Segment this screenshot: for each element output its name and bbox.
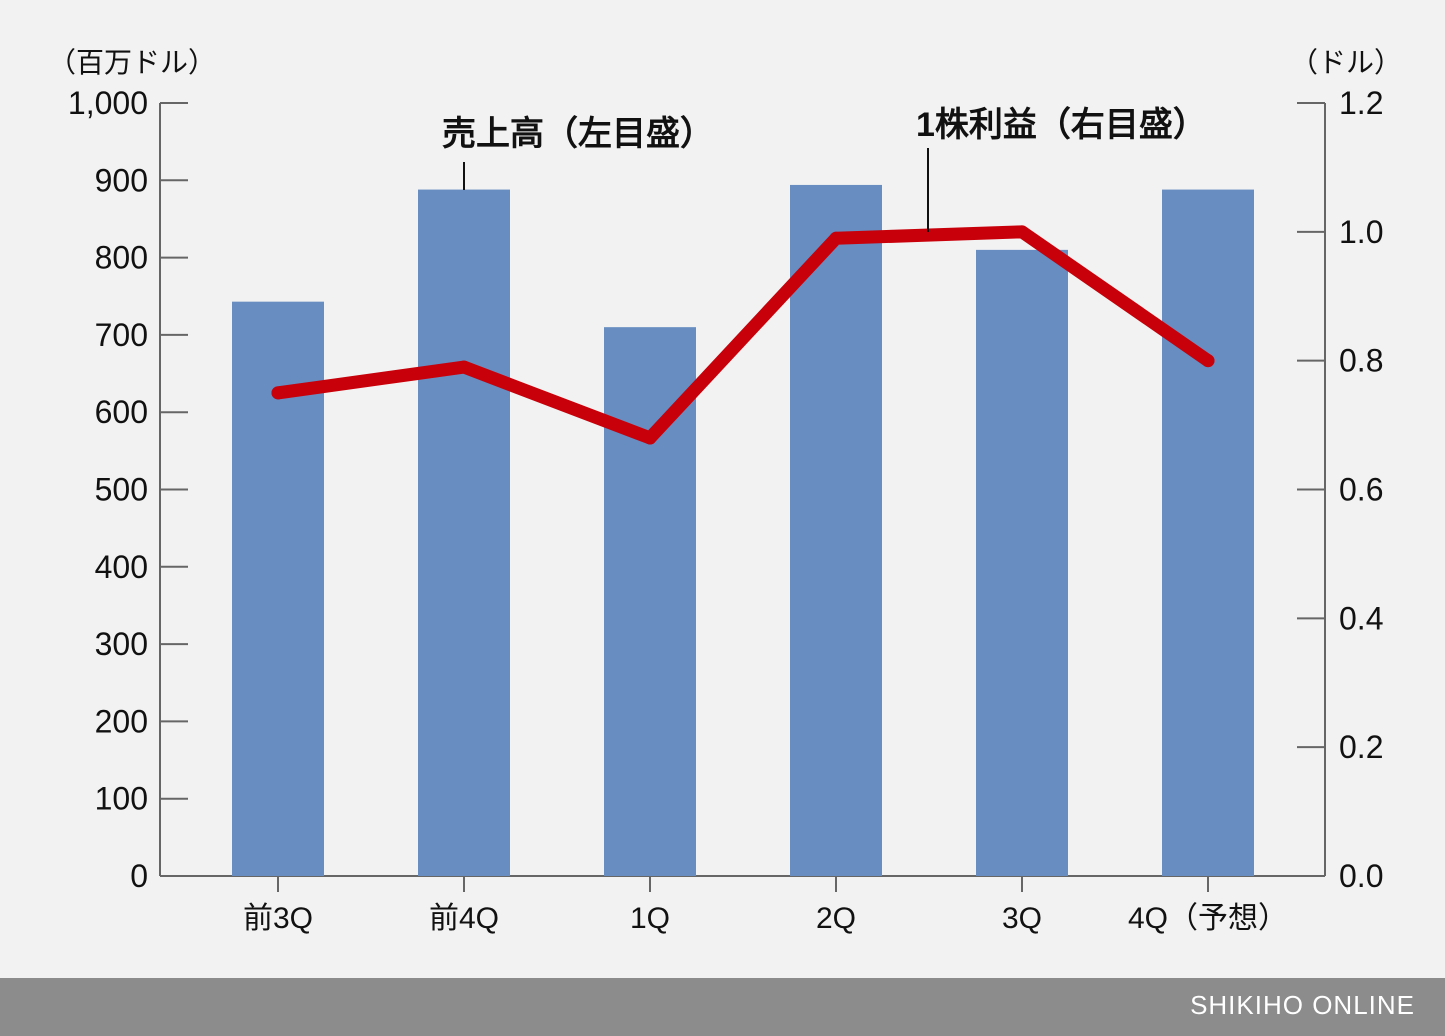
y-right-unit-label: （ドル） xyxy=(1290,47,1402,78)
y-left-tick-label: 0 xyxy=(130,858,148,894)
x-tick-label: 1Q xyxy=(630,902,670,935)
y-left-tick-label: 600 xyxy=(95,394,148,430)
eps-point xyxy=(457,360,471,374)
footer-bar: SHIKIHO ONLINE xyxy=(0,978,1445,1036)
eps-point xyxy=(1201,354,1215,368)
eps-point xyxy=(1015,225,1029,239)
x-tick-label: 2Q xyxy=(816,902,856,935)
y-left-tick-label: 200 xyxy=(95,703,148,739)
eps-line xyxy=(271,225,1215,445)
y-left-tick-label: 800 xyxy=(95,240,148,276)
y-left-tick-label: 700 xyxy=(95,317,148,353)
bar xyxy=(1162,189,1254,877)
x-tick-label: 4Q（予想） xyxy=(1128,902,1288,935)
x-tick-label: 3Q xyxy=(1002,902,1042,935)
bar xyxy=(976,249,1068,876)
y-right-tick-label: 0.4 xyxy=(1339,600,1383,636)
y-right-tick-label: 1.2 xyxy=(1339,85,1383,121)
eps-point xyxy=(643,431,657,445)
y-left-tick-label: 100 xyxy=(95,781,148,817)
eps-point xyxy=(829,231,843,245)
y-right-tick-label: 0.6 xyxy=(1339,472,1383,508)
bar xyxy=(604,327,696,876)
footer-brand: SHIKIHO ONLINE xyxy=(1190,990,1415,1020)
y-left-tick-label: 1,000 xyxy=(68,85,148,121)
eps-point xyxy=(271,386,285,400)
y-left-unit-label: （百万ドル） xyxy=(48,47,216,78)
y-left-tick-label: 900 xyxy=(95,162,148,198)
sales-series-label: 売上高（左目盛） xyxy=(442,114,714,153)
combo-chart: 0 100 200 300 400 500 600 700 800 900 1,000 0.0 0.2 0… xyxy=(48,47,1402,935)
y-left-tick-label: 400 xyxy=(95,549,148,585)
x-tick-label: 前3Q xyxy=(243,902,313,935)
x-tick-label: 前4Q xyxy=(429,902,499,935)
eps-series-label: 1株利益（右目盛） xyxy=(916,105,1207,144)
chart-area: 0 100 200 300 400 500 600 700 800 900 1,000 0.0 0.2 0… xyxy=(48,47,1402,935)
y-right-tick-label: 1.0 xyxy=(1339,214,1383,250)
y-right-tick-label: 0.2 xyxy=(1339,729,1383,765)
y-right-tick-label: 0.0 xyxy=(1339,858,1383,894)
bar xyxy=(790,184,882,877)
y-left-tick-label: 500 xyxy=(95,472,148,508)
bar xyxy=(418,189,510,877)
y-left-tick-label: 300 xyxy=(95,626,148,662)
y-right-tick-label: 0.8 xyxy=(1339,343,1383,379)
